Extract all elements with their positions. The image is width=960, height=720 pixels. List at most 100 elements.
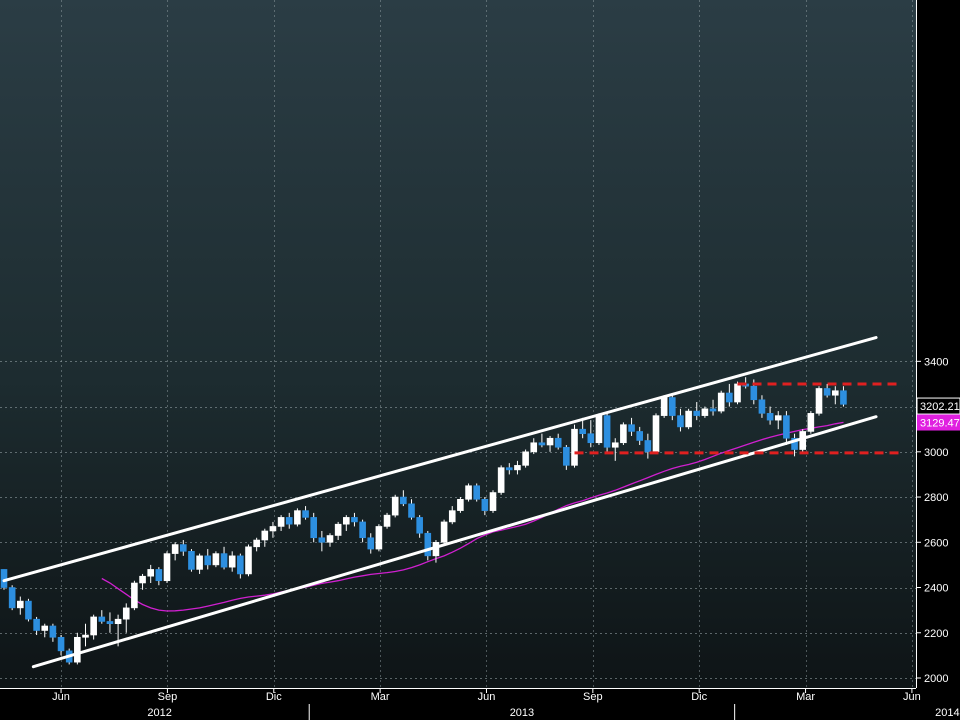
moving-average-line bbox=[101, 421, 844, 612]
candle-body-90 bbox=[734, 383, 741, 403]
candle-9 bbox=[74, 632, 81, 665]
candle-3 bbox=[25, 598, 32, 622]
candle-body-73 bbox=[595, 415, 603, 444]
candle-body-102 bbox=[831, 390, 839, 396]
candle-43 bbox=[351, 512, 358, 527]
candle-body-44 bbox=[359, 521, 366, 539]
x-axis: JunSepDicMarJunSepDicMarJunSepDic2012201… bbox=[52, 688, 960, 720]
y-tick-label-2400: 2400 bbox=[924, 583, 948, 595]
candle-body-83 bbox=[677, 415, 684, 428]
candle-19 bbox=[155, 567, 163, 586]
candle-body-88 bbox=[717, 392, 725, 412]
candle-body-75 bbox=[611, 442, 619, 448]
candle-body-47 bbox=[383, 514, 391, 527]
candle-24 bbox=[196, 553, 203, 574]
candle-71 bbox=[579, 417, 586, 439]
candle-76 bbox=[620, 422, 627, 446]
candle-body-38 bbox=[310, 517, 318, 539]
candle-41 bbox=[334, 521, 342, 541]
candle-47 bbox=[383, 512, 391, 529]
moving-average-layer bbox=[101, 421, 844, 612]
candle-62 bbox=[505, 463, 513, 475]
candle-40 bbox=[326, 533, 334, 547]
candle-31 bbox=[253, 537, 260, 552]
candle-2 bbox=[16, 596, 24, 615]
candle-body-51 bbox=[416, 517, 423, 534]
candle-body-96 bbox=[783, 415, 790, 439]
year-label-0: 2012 bbox=[147, 707, 171, 719]
candle-88 bbox=[717, 390, 725, 414]
candle-body-33 bbox=[269, 526, 277, 532]
candle-body-97 bbox=[791, 437, 798, 450]
candle-body-80 bbox=[652, 415, 660, 453]
candle-101 bbox=[823, 383, 831, 398]
candle-4 bbox=[33, 616, 40, 636]
price-tags: 3202.21 3129.47 bbox=[916, 397, 960, 431]
candle-body-92 bbox=[750, 385, 758, 401]
candle-32 bbox=[261, 528, 269, 547]
candle-26 bbox=[212, 551, 220, 568]
candle-body-1 bbox=[8, 587, 16, 609]
candle-body-23 bbox=[188, 551, 195, 570]
candle-73 bbox=[595, 413, 603, 446]
candle-85 bbox=[693, 402, 701, 421]
candle-79 bbox=[644, 433, 652, 459]
candle-102 bbox=[831, 386, 839, 405]
axis-background bbox=[916, 0, 960, 720]
channel-lower-line bbox=[31, 415, 878, 669]
candle-11 bbox=[90, 614, 97, 640]
candle-body-79 bbox=[644, 440, 652, 453]
candle-body-68 bbox=[554, 437, 562, 448]
candle-body-46 bbox=[375, 526, 383, 550]
x-tick-label-1: Sep bbox=[158, 691, 178, 703]
candle-25 bbox=[204, 549, 212, 570]
candle-46 bbox=[375, 524, 383, 552]
candle-22 bbox=[180, 540, 187, 556]
candle-body-57 bbox=[465, 485, 472, 500]
candle-body-66 bbox=[538, 442, 546, 446]
candle-body-71 bbox=[579, 428, 586, 435]
resistance-layer bbox=[574, 382, 901, 455]
candle-body-70 bbox=[571, 428, 578, 466]
candle-94 bbox=[766, 406, 774, 425]
x-tick-label-5: Sep bbox=[583, 691, 603, 703]
candle-57 bbox=[465, 483, 472, 502]
candle-body-99 bbox=[807, 413, 815, 432]
channel-upper-line bbox=[2, 336, 878, 583]
candle-body-27 bbox=[220, 553, 228, 568]
candle-body-4 bbox=[33, 618, 40, 631]
candle-13 bbox=[106, 612, 114, 633]
candle-body-0 bbox=[0, 569, 8, 588]
candle-body-21 bbox=[171, 544, 179, 554]
candle-100 bbox=[815, 386, 823, 416]
candle-body-62 bbox=[505, 467, 513, 471]
candle-body-31 bbox=[253, 539, 260, 548]
price-tag-0: 3202.21 bbox=[916, 397, 960, 415]
candle-body-49 bbox=[400, 496, 407, 505]
candle-23 bbox=[188, 549, 195, 572]
candle-body-3 bbox=[25, 600, 32, 620]
candle-35 bbox=[285, 512, 293, 529]
candle-body-94 bbox=[766, 413, 774, 421]
candle-body-34 bbox=[277, 517, 285, 527]
candle-80 bbox=[652, 413, 660, 455]
candle-body-63 bbox=[514, 465, 521, 471]
candle-44 bbox=[359, 519, 366, 543]
candle-body-15 bbox=[122, 607, 130, 620]
candle-body-101 bbox=[823, 388, 831, 396]
candle-16 bbox=[131, 580, 138, 611]
candle-body-2 bbox=[16, 600, 24, 609]
candle-12 bbox=[98, 610, 106, 624]
candle-72 bbox=[587, 420, 595, 448]
x-tick-label-8: Jun bbox=[903, 691, 921, 703]
candle-body-29 bbox=[237, 555, 244, 575]
candle-86 bbox=[701, 406, 709, 418]
candle-65 bbox=[530, 438, 538, 455]
candle-body-10 bbox=[82, 634, 89, 638]
candle-body-56 bbox=[457, 499, 464, 511]
candle-33 bbox=[269, 521, 277, 538]
y-tick-label-2600: 2600 bbox=[924, 537, 948, 549]
date-axis-background bbox=[0, 688, 960, 720]
price-tag-bg-1 bbox=[917, 414, 960, 431]
candle-body-5 bbox=[41, 625, 49, 631]
